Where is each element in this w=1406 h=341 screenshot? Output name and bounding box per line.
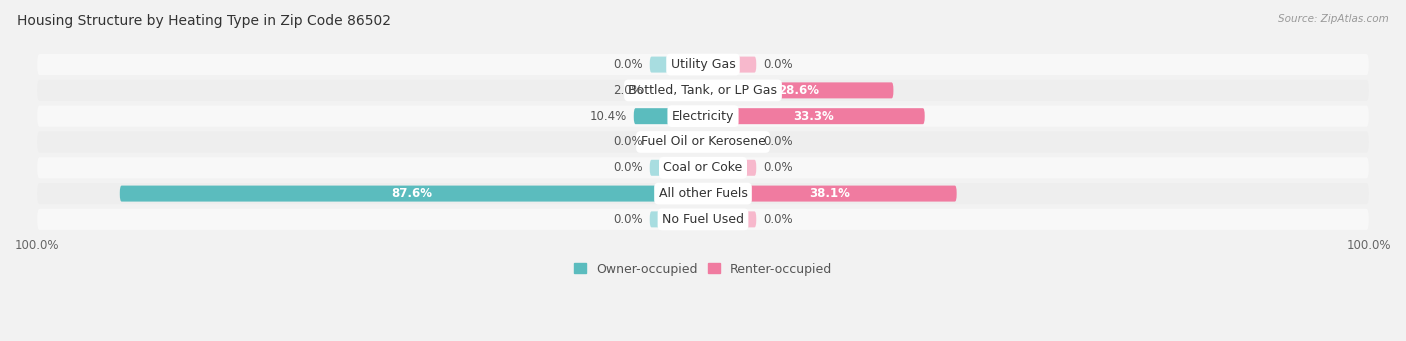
Text: Coal or Coke: Coal or Coke [664, 161, 742, 174]
Text: Fuel Oil or Kerosene: Fuel Oil or Kerosene [641, 135, 765, 148]
FancyBboxPatch shape [650, 211, 703, 227]
Text: 0.0%: 0.0% [763, 161, 793, 174]
FancyBboxPatch shape [650, 134, 703, 150]
Text: Bottled, Tank, or LP Gas: Bottled, Tank, or LP Gas [628, 84, 778, 97]
Text: Source: ZipAtlas.com: Source: ZipAtlas.com [1278, 14, 1389, 24]
FancyBboxPatch shape [37, 131, 1369, 152]
Text: 0.0%: 0.0% [763, 58, 793, 71]
FancyBboxPatch shape [37, 106, 1369, 127]
FancyBboxPatch shape [37, 157, 1369, 178]
FancyBboxPatch shape [703, 160, 756, 176]
FancyBboxPatch shape [650, 57, 703, 73]
FancyBboxPatch shape [703, 57, 756, 73]
FancyBboxPatch shape [37, 183, 1369, 204]
Text: 10.4%: 10.4% [591, 110, 627, 123]
Text: No Fuel Used: No Fuel Used [662, 213, 744, 226]
Text: 0.0%: 0.0% [613, 161, 643, 174]
Text: 0.0%: 0.0% [613, 135, 643, 148]
FancyBboxPatch shape [703, 211, 756, 227]
Text: 0.0%: 0.0% [763, 213, 793, 226]
Text: Utility Gas: Utility Gas [671, 58, 735, 71]
Text: Housing Structure by Heating Type in Zip Code 86502: Housing Structure by Heating Type in Zip… [17, 14, 391, 28]
FancyBboxPatch shape [703, 83, 893, 98]
FancyBboxPatch shape [703, 134, 756, 150]
Text: 0.0%: 0.0% [613, 58, 643, 71]
FancyBboxPatch shape [650, 83, 703, 98]
FancyBboxPatch shape [703, 186, 956, 202]
Text: 0.0%: 0.0% [763, 135, 793, 148]
FancyBboxPatch shape [703, 108, 925, 124]
Text: 38.1%: 38.1% [810, 187, 851, 200]
FancyBboxPatch shape [37, 209, 1369, 230]
FancyBboxPatch shape [120, 186, 703, 202]
Text: All other Fuels: All other Fuels [658, 187, 748, 200]
Text: 33.3%: 33.3% [793, 110, 834, 123]
Text: Electricity: Electricity [672, 110, 734, 123]
FancyBboxPatch shape [650, 160, 703, 176]
FancyBboxPatch shape [634, 108, 703, 124]
FancyBboxPatch shape [37, 54, 1369, 75]
Text: 87.6%: 87.6% [391, 187, 432, 200]
FancyBboxPatch shape [37, 80, 1369, 101]
Text: 2.0%: 2.0% [613, 84, 643, 97]
Legend: Owner-occupied, Renter-occupied: Owner-occupied, Renter-occupied [568, 257, 838, 281]
Text: 0.0%: 0.0% [613, 213, 643, 226]
Text: 28.6%: 28.6% [778, 84, 818, 97]
